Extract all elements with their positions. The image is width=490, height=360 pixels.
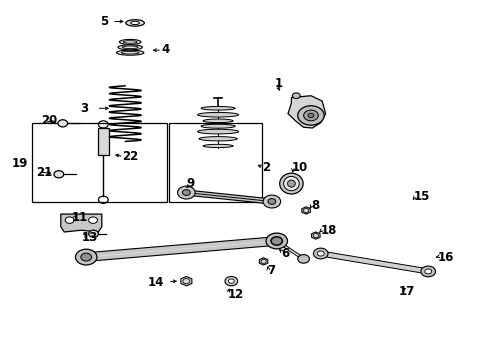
Polygon shape bbox=[86, 237, 277, 261]
Circle shape bbox=[425, 269, 432, 274]
Ellipse shape bbox=[203, 144, 233, 148]
Ellipse shape bbox=[201, 107, 235, 110]
Circle shape bbox=[308, 113, 314, 118]
Polygon shape bbox=[302, 207, 310, 214]
Text: 18: 18 bbox=[321, 224, 337, 238]
Text: 8: 8 bbox=[311, 199, 319, 212]
Text: 19: 19 bbox=[11, 157, 28, 170]
Bar bbox=[98, 128, 109, 155]
Circle shape bbox=[421, 266, 436, 277]
Text: 14: 14 bbox=[148, 276, 164, 289]
Circle shape bbox=[177, 186, 195, 199]
Circle shape bbox=[298, 106, 324, 125]
Ellipse shape bbox=[126, 20, 145, 26]
Ellipse shape bbox=[199, 136, 237, 141]
Ellipse shape bbox=[203, 119, 233, 123]
Circle shape bbox=[318, 251, 324, 256]
Ellipse shape bbox=[117, 50, 144, 55]
Polygon shape bbox=[288, 96, 326, 128]
Text: 12: 12 bbox=[228, 288, 244, 301]
Text: 7: 7 bbox=[267, 264, 275, 277]
Circle shape bbox=[314, 248, 328, 259]
Circle shape bbox=[228, 279, 234, 283]
Ellipse shape bbox=[284, 176, 299, 191]
Text: 9: 9 bbox=[186, 177, 195, 190]
Circle shape bbox=[89, 217, 98, 224]
Circle shape bbox=[89, 230, 98, 237]
Circle shape bbox=[75, 249, 97, 265]
Bar bbox=[32, 123, 167, 202]
Polygon shape bbox=[320, 251, 429, 274]
Ellipse shape bbox=[201, 124, 235, 128]
Polygon shape bbox=[312, 232, 320, 239]
Polygon shape bbox=[181, 276, 192, 286]
Circle shape bbox=[266, 233, 288, 249]
Ellipse shape bbox=[118, 45, 143, 50]
Circle shape bbox=[65, 217, 74, 224]
Circle shape bbox=[182, 190, 190, 195]
Text: 1: 1 bbox=[274, 77, 282, 90]
Text: 13: 13 bbox=[81, 231, 98, 244]
Circle shape bbox=[271, 237, 282, 245]
Polygon shape bbox=[259, 258, 268, 265]
Text: 17: 17 bbox=[399, 285, 415, 298]
Ellipse shape bbox=[197, 129, 239, 134]
Text: 16: 16 bbox=[438, 251, 454, 264]
Ellipse shape bbox=[197, 112, 239, 117]
Circle shape bbox=[81, 253, 92, 261]
Circle shape bbox=[298, 255, 310, 263]
Circle shape bbox=[58, 120, 68, 127]
Bar bbox=[169, 123, 262, 202]
Text: 10: 10 bbox=[292, 161, 308, 174]
Text: 3: 3 bbox=[80, 102, 89, 115]
Text: 21: 21 bbox=[36, 166, 52, 179]
Text: 20: 20 bbox=[41, 114, 57, 127]
Ellipse shape bbox=[120, 40, 141, 44]
Text: 5: 5 bbox=[100, 15, 108, 28]
Circle shape bbox=[271, 237, 283, 245]
Text: 11: 11 bbox=[72, 211, 88, 224]
Text: 15: 15 bbox=[414, 190, 430, 203]
Text: 6: 6 bbox=[282, 247, 290, 260]
Polygon shape bbox=[61, 214, 102, 232]
Circle shape bbox=[293, 93, 300, 99]
Circle shape bbox=[304, 110, 318, 121]
Text: 4: 4 bbox=[162, 42, 170, 55]
Circle shape bbox=[54, 171, 64, 178]
Circle shape bbox=[268, 199, 276, 204]
Text: 22: 22 bbox=[122, 150, 138, 163]
Text: 2: 2 bbox=[262, 161, 270, 174]
Ellipse shape bbox=[131, 21, 140, 24]
Ellipse shape bbox=[280, 173, 303, 194]
Circle shape bbox=[263, 195, 281, 208]
Circle shape bbox=[225, 276, 238, 286]
Ellipse shape bbox=[288, 180, 295, 187]
